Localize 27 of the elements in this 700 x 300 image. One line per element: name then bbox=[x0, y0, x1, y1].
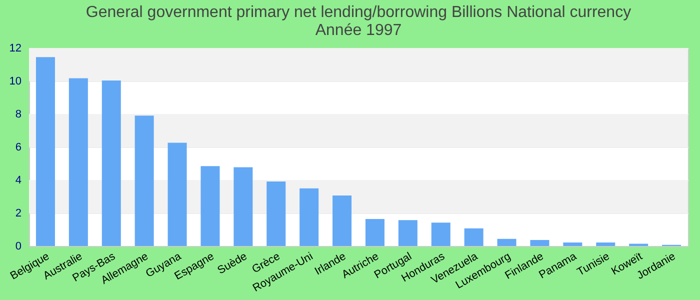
bar bbox=[497, 238, 516, 246]
bar bbox=[266, 181, 286, 246]
y-tick-label: 6 bbox=[15, 142, 22, 154]
bar bbox=[398, 220, 418, 246]
bar bbox=[134, 116, 154, 246]
text: General government primary net lending/borrowing Billions National currency bbox=[86, 4, 632, 21]
text: Année 1997 bbox=[315, 22, 402, 39]
bar bbox=[596, 242, 616, 246]
bar bbox=[464, 228, 484, 246]
y-tick-label: 4 bbox=[15, 174, 22, 186]
y-tick-label: 8 bbox=[15, 108, 22, 120]
bar bbox=[234, 167, 253, 246]
bar bbox=[530, 240, 550, 246]
bar bbox=[563, 242, 582, 246]
y-tick-label: 2 bbox=[15, 208, 22, 220]
bar bbox=[300, 188, 319, 246]
bar bbox=[68, 78, 88, 246]
bar bbox=[102, 80, 121, 246]
bar bbox=[168, 142, 187, 246]
y-tick-label: 10 bbox=[9, 76, 22, 88]
bar bbox=[365, 218, 384, 246]
bar bbox=[36, 57, 55, 246]
bar bbox=[200, 166, 220, 246]
y-tick-label: 12 bbox=[9, 42, 22, 54]
y-tick-label: 0 bbox=[15, 240, 22, 252]
bar bbox=[431, 222, 450, 246]
bar bbox=[332, 196, 352, 246]
